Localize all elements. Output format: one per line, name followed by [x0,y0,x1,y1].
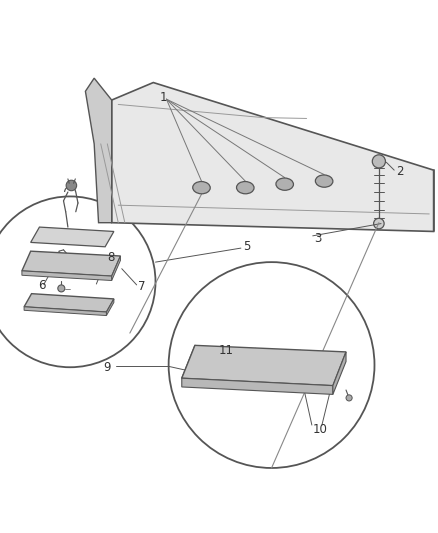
Circle shape [58,285,65,292]
Polygon shape [182,345,199,381]
Text: 6: 6 [39,279,46,292]
Circle shape [87,301,92,306]
Polygon shape [24,294,114,312]
Text: 5: 5 [243,240,251,253]
Text: 10: 10 [313,423,328,436]
Polygon shape [31,227,114,247]
Circle shape [374,219,384,229]
Polygon shape [22,271,112,280]
Text: 7: 7 [138,280,145,293]
Text: 2: 2 [396,165,404,177]
Ellipse shape [315,175,333,187]
Polygon shape [333,352,346,394]
Circle shape [169,262,374,468]
Polygon shape [112,256,120,280]
Polygon shape [112,83,434,231]
Text: 11: 11 [219,344,234,357]
Polygon shape [85,78,112,223]
Text: 9: 9 [103,361,110,374]
Circle shape [372,155,385,168]
Polygon shape [24,307,106,316]
Text: 1: 1 [160,91,167,104]
Circle shape [346,395,352,401]
Circle shape [66,180,77,191]
Circle shape [61,301,66,306]
Polygon shape [182,378,333,394]
Polygon shape [106,299,114,316]
Circle shape [74,301,79,306]
Ellipse shape [193,182,210,194]
Circle shape [100,301,106,306]
Ellipse shape [276,178,293,190]
Circle shape [35,301,40,306]
Text: 3: 3 [314,231,322,245]
Polygon shape [182,345,346,386]
Circle shape [48,301,53,306]
Polygon shape [22,251,120,276]
Ellipse shape [237,182,254,194]
Circle shape [0,197,155,367]
Text: 8: 8 [107,251,115,264]
